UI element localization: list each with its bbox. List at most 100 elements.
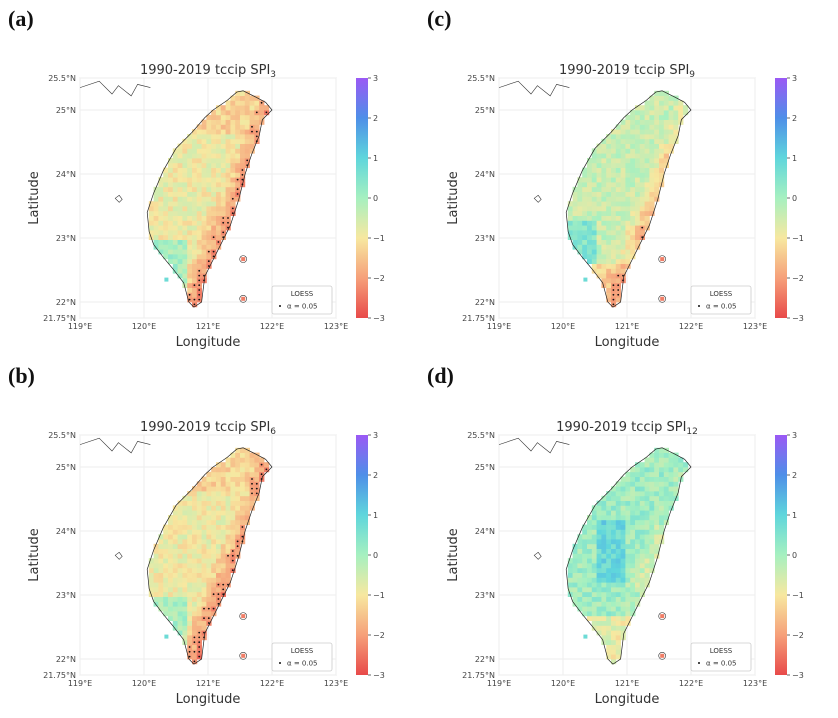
- heatmap-cell: [240, 481, 246, 487]
- heatmap-cell: [216, 138, 222, 144]
- heatmap-cell: [630, 481, 636, 487]
- y-tick-label: 25°N: [475, 463, 495, 472]
- heatmap-cell: [244, 519, 250, 525]
- heatmap-cell: [235, 148, 241, 154]
- heatmap-cell: [230, 452, 236, 458]
- heatmap-cell: [625, 177, 631, 183]
- heatmap-cell: [148, 567, 154, 573]
- heatmap-cell: [644, 100, 650, 106]
- heatmap-cell: [201, 196, 207, 202]
- heatmap-cell: [220, 577, 226, 583]
- heatmap-cell: [163, 577, 169, 583]
- heatmap-cell: [172, 524, 178, 530]
- heatmap-cell: [196, 177, 202, 183]
- heatmap-cell: [182, 553, 188, 559]
- heatmap-cell: [635, 153, 641, 159]
- heatmap-cell: [639, 577, 645, 583]
- heatmap-cell: [591, 591, 597, 597]
- heatmap-cell: [620, 505, 626, 511]
- heatmap-cell: [601, 553, 607, 559]
- heatmap-cell: [182, 577, 188, 583]
- heatmap-cell: [201, 505, 207, 511]
- heatmap-cell: [577, 606, 583, 612]
- heatmap-cell: [606, 153, 612, 159]
- heatmap-cell: [225, 134, 231, 140]
- heatmap-cell: [572, 230, 578, 236]
- chart-title: 1990-2019 tccip SPI12: [556, 420, 698, 437]
- heatmap-cell: [168, 239, 174, 245]
- heatmap-cell: [601, 529, 607, 535]
- heatmap-cell: [615, 553, 621, 559]
- heatmap-cell: [644, 505, 650, 511]
- heatmap-cell: [572, 239, 578, 245]
- heatmap-cell: [620, 625, 626, 631]
- heatmap-cell: [216, 196, 222, 202]
- heatmap-cell: [663, 134, 669, 140]
- heatmap-cell: [177, 505, 183, 511]
- heatmap-cell: [630, 553, 636, 559]
- heatmap-cell: [225, 210, 231, 216]
- heatmap-cell: [625, 515, 631, 521]
- heatmap-cell: [163, 196, 169, 202]
- heatmap-cell: [206, 129, 212, 135]
- heatmap-cell: [206, 591, 212, 597]
- heatmap-cell: [601, 258, 607, 264]
- significance-dot: [231, 207, 234, 210]
- heatmap-cell: [192, 553, 198, 559]
- y-tick-label: 25.5°N: [48, 74, 76, 83]
- heatmap-cell: [649, 471, 655, 477]
- heatmap-cell: [615, 244, 621, 250]
- heatmap-cell: [211, 206, 217, 212]
- heatmap-cell: [168, 582, 174, 588]
- heatmap-cell: [630, 172, 636, 178]
- heatmap-cell: [158, 249, 164, 255]
- significance-dot: [251, 130, 253, 133]
- heatmap-cell: [673, 100, 679, 106]
- heatmap-cell: [654, 167, 660, 173]
- heatmap-cell: [168, 601, 174, 607]
- heatmap-cell: [639, 567, 645, 573]
- heatmap-cell: [606, 635, 612, 641]
- heatmap-cell: [620, 543, 626, 549]
- heatmap-cell: [206, 114, 212, 120]
- heatmap-cell: [192, 153, 198, 159]
- heatmap-cell: [606, 210, 612, 216]
- heatmap-cell: [630, 244, 636, 250]
- heatmap-cell: [611, 615, 617, 621]
- significance-dot: [207, 607, 210, 610]
- heatmap-cell: [196, 225, 202, 231]
- heatmap-cell: [663, 457, 669, 463]
- heatmap-cell: [591, 596, 597, 602]
- heatmap-cell: [625, 254, 631, 260]
- heatmap-cell: [211, 124, 217, 130]
- heatmap-cell: [606, 196, 612, 202]
- colorbar-tick-label: 2: [373, 471, 378, 480]
- heatmap-cell: [182, 148, 188, 154]
- heatmap-cell: [230, 543, 236, 549]
- heatmap-cell: [620, 239, 626, 245]
- heatmap-cell: [606, 491, 612, 497]
- heatmap-cell: [230, 201, 236, 207]
- heatmap-cell: [249, 110, 255, 116]
- heatmap-cell: [611, 158, 617, 164]
- heatmap-cell: [591, 510, 597, 516]
- significance-dot: [227, 226, 229, 229]
- heatmap-cell: [230, 119, 236, 125]
- heatmap-cell: [596, 268, 602, 274]
- heatmap-cell: [192, 158, 198, 164]
- heatmap-cell: [611, 263, 617, 269]
- heatmap-cell: [644, 172, 650, 178]
- heatmap-cell: [187, 215, 193, 221]
- heatmap-cell: [625, 158, 631, 164]
- heatmap-cell: [649, 543, 655, 549]
- heatmap-cell: [177, 177, 183, 183]
- heatmap-cell: [630, 476, 636, 482]
- heatmap-cell: [206, 201, 212, 207]
- heatmap-cell: [587, 225, 593, 231]
- heatmap-cell: [216, 124, 222, 130]
- heatmap-cell: [596, 215, 602, 221]
- heatmap-cell: [264, 105, 270, 111]
- heatmap-cell: [583, 634, 588, 639]
- heatmap-cell: [635, 244, 641, 250]
- heatmap-cell: [639, 162, 645, 168]
